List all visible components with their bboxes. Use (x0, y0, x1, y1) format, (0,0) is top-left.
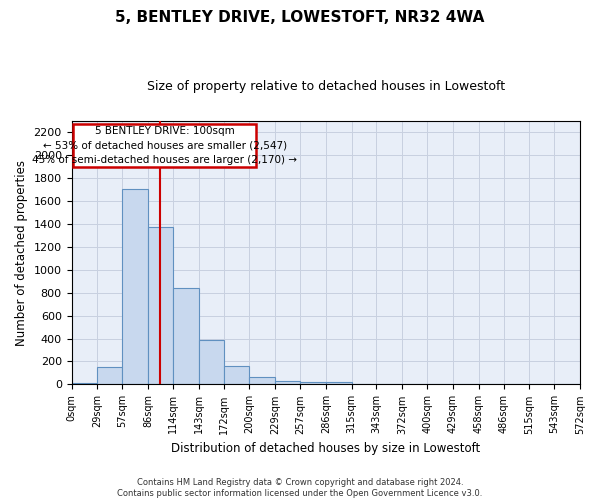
Text: 5 BENTLEY DRIVE: 100sqm: 5 BENTLEY DRIVE: 100sqm (95, 126, 235, 136)
Text: Contains HM Land Registry data © Crown copyright and database right 2024.
Contai: Contains HM Land Registry data © Crown c… (118, 478, 482, 498)
Bar (97, 367, 122, 384)
Bar (300, 382, 326, 384)
Bar (199, 340, 224, 384)
Bar (224, 366, 250, 384)
Y-axis label: Number of detached properties: Number of detached properties (15, 160, 28, 346)
Bar (122, 190, 148, 384)
Bar (326, 382, 352, 384)
Text: 45% of semi-detached houses are larger (2,170) →: 45% of semi-detached houses are larger (… (32, 155, 298, 165)
Bar (250, 377, 275, 384)
Title: Size of property relative to detached houses in Lowestoft: Size of property relative to detached ho… (147, 80, 505, 93)
X-axis label: Distribution of detached houses by size in Lowestoft: Distribution of detached houses by size … (171, 442, 481, 455)
FancyBboxPatch shape (73, 124, 256, 167)
Bar (173, 288, 199, 384)
Bar (148, 226, 173, 384)
Text: ← 53% of detached houses are smaller (2,547): ← 53% of detached houses are smaller (2,… (43, 140, 287, 150)
Bar (275, 381, 300, 384)
Text: 5, BENTLEY DRIVE, LOWESTOFT, NR32 4WA: 5, BENTLEY DRIVE, LOWESTOFT, NR32 4WA (115, 10, 485, 25)
